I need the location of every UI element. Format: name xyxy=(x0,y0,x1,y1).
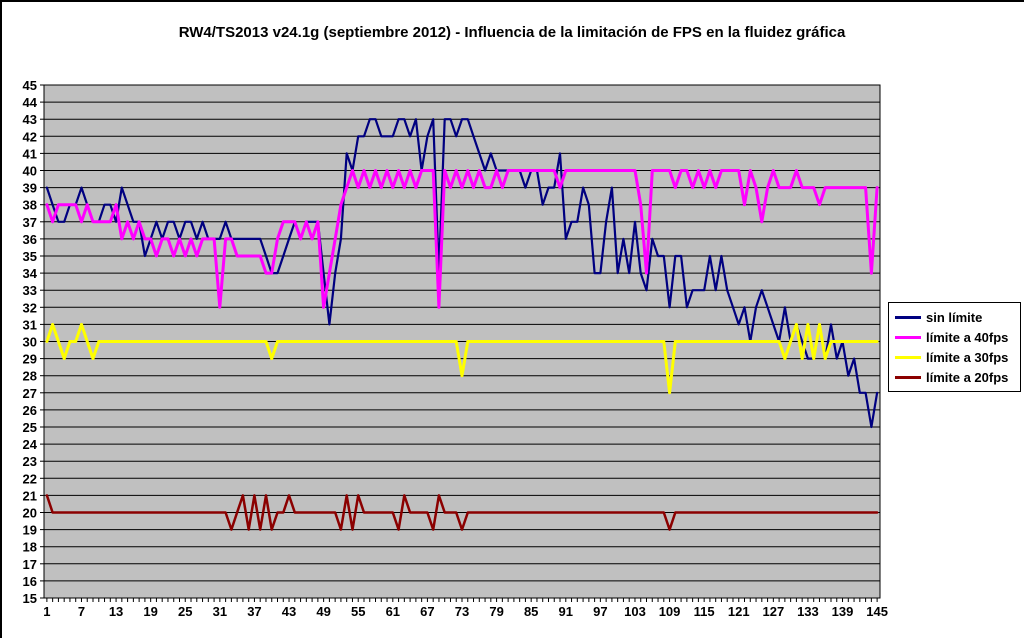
x-axis-label: 127 xyxy=(762,604,784,619)
window-border-top xyxy=(0,0,1024,2)
series-line-2 xyxy=(45,322,879,395)
y-axis-label: 19 xyxy=(23,523,37,538)
y-axis-label: 29 xyxy=(23,352,37,367)
series-line-0 xyxy=(45,118,879,429)
x-axis-label: 1 xyxy=(43,604,50,619)
y-axis-label: 38 xyxy=(23,198,37,213)
y-axis-label: 39 xyxy=(23,181,37,196)
x-axis-label: 55 xyxy=(351,604,365,619)
y-axis-label: 25 xyxy=(23,420,37,435)
x-axis-label: 109 xyxy=(659,604,681,619)
legend-line-swatch xyxy=(895,355,921,359)
x-axis-label: 49 xyxy=(316,604,330,619)
x-axis-label: 37 xyxy=(247,604,261,619)
legend-line-swatch xyxy=(895,375,921,379)
y-axis-label: 27 xyxy=(23,386,37,401)
y-axis-label: 23 xyxy=(23,454,37,469)
x-axis-label: 133 xyxy=(797,604,819,619)
x-axis-label: 7 xyxy=(78,604,85,619)
y-axis-label: 30 xyxy=(23,335,37,350)
x-axis-label: 31 xyxy=(213,604,227,619)
x-axis-label: 91 xyxy=(559,604,573,619)
y-axis-label: 31 xyxy=(23,317,37,332)
y-axis-label: 37 xyxy=(23,215,37,230)
y-axis-label: 43 xyxy=(23,112,37,127)
y-axis-label: 21 xyxy=(23,488,37,503)
x-axis-label: 67 xyxy=(420,604,434,619)
y-axis-label: 16 xyxy=(23,574,37,589)
y-axis-label: 22 xyxy=(23,471,37,486)
x-axis-label: 85 xyxy=(524,604,538,619)
series-line-3 xyxy=(45,494,879,531)
legend-item-1: límite a 40fps xyxy=(895,327,1020,347)
series-line-1 xyxy=(45,169,879,309)
chart-title: RW4/TS2013 v24.1g (septiembre 2012) - In… xyxy=(178,24,846,41)
y-axis-label: 26 xyxy=(23,403,37,418)
y-axis-label: 33 xyxy=(23,283,37,298)
x-axis-label: 121 xyxy=(728,604,750,619)
x-axis-label: 115 xyxy=(694,604,715,619)
x-axis-label: 145 xyxy=(866,604,888,619)
legend-item-3: límite a 20fps xyxy=(895,367,1020,387)
legend-item-0: sin límite xyxy=(895,307,1020,327)
x-axis-label: 79 xyxy=(489,604,503,619)
legend-line-swatch xyxy=(895,335,921,339)
y-axis-label: 15 xyxy=(23,591,37,606)
y-axis-label: 44 xyxy=(23,95,38,110)
x-axis-label: 139 xyxy=(832,604,854,619)
y-axis-label: 42 xyxy=(23,129,37,144)
x-axis-label: 25 xyxy=(178,604,192,619)
x-axis-label: 13 xyxy=(109,604,123,619)
x-axis-label: 103 xyxy=(624,604,646,619)
x-axis-label: 19 xyxy=(143,604,157,619)
y-axis-label: 18 xyxy=(23,540,37,555)
x-axis-label: 73 xyxy=(455,604,469,619)
window-border-left xyxy=(0,0,2,638)
y-axis-label: 32 xyxy=(23,300,37,315)
legend-label: sin límite xyxy=(926,309,983,325)
x-axis-label: 43 xyxy=(282,604,296,619)
y-axis-label: 36 xyxy=(23,232,37,247)
y-axis-label: 41 xyxy=(23,146,37,161)
legend-label: límite a 30fps xyxy=(926,349,1009,365)
y-axis-label: 17 xyxy=(23,557,37,572)
legend-label: límite a 20fps xyxy=(926,369,1009,385)
chart-legend: sin límite límite a 40fps límite a 30fps lí… xyxy=(888,302,1021,392)
legend-label: límite a 40fps xyxy=(926,329,1009,345)
y-axis-label: 28 xyxy=(23,369,37,384)
y-axis-label: 24 xyxy=(23,437,38,452)
x-axis-label: 97 xyxy=(593,604,607,619)
legend-line-swatch xyxy=(895,315,921,319)
y-axis-label: 34 xyxy=(23,266,38,281)
y-axis-label: 45 xyxy=(23,78,37,93)
legend-item-2: límite a 30fps xyxy=(895,347,1020,367)
y-axis-label: 20 xyxy=(23,506,37,521)
y-axis-label: 35 xyxy=(23,249,37,264)
y-axis-label: 40 xyxy=(23,164,37,179)
x-axis-label: 61 xyxy=(386,604,400,619)
